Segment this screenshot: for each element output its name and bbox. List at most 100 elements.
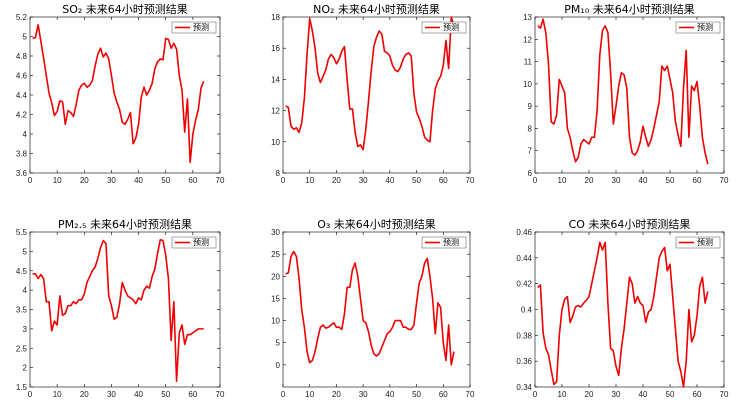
y-tick-label: 4.6 — [16, 72, 28, 81]
legend-box — [675, 236, 721, 249]
series-line-预测 — [537, 241, 709, 388]
y-tick-label: 18 — [271, 13, 280, 22]
x-tick-label: 20 — [80, 390, 89, 399]
chart-title: PM₂.₅ 未来64小时预测结果 — [58, 218, 192, 231]
x-tick-label: 60 — [188, 176, 197, 185]
y-tick-label: 0.42 — [516, 280, 532, 289]
legend: 预测 — [421, 21, 467, 34]
legend-box — [171, 21, 217, 34]
x-tick-label: 10 — [305, 176, 314, 185]
x-tick-label: 40 — [134, 390, 143, 399]
y-tick-label: 20 — [271, 272, 280, 281]
y-tick-label: 1.5 — [16, 383, 28, 392]
x-tick-label: 10 — [558, 390, 567, 399]
x-tick-label: 40 — [134, 176, 143, 185]
legend-box — [675, 21, 721, 34]
series-line-预测 — [285, 16, 455, 151]
y-tick-label: 0.4 — [521, 306, 533, 315]
series-line-预测 — [32, 238, 204, 382]
x-tick-label: 60 — [693, 390, 702, 399]
chart-panel-4: PM₂.₅ 未来64小时预测结果 0 10 20 30 40 50 60 70 1.5 2 2.5 3 3… — [16, 218, 225, 399]
chart-title: O₃ 未来64小时预测结果 — [317, 218, 436, 231]
x-tick-label: 40 — [385, 390, 394, 399]
y-tick-label: 4.4 — [16, 91, 28, 100]
y-tick-label: 7 — [528, 147, 533, 156]
chart-panel-6: CO 未来64小时预测结果 0 10 20 30 40 50 60 70 0.34 0.36 0.38… — [516, 218, 729, 399]
y-tick-label: 5 — [23, 247, 28, 256]
y-tick-label: 16 — [271, 44, 280, 53]
chart-panel-3: PM₁₀ 未来64小时预测结果 0 10 20 30 40 50 60 70 6 7 8 9 10 11 12… — [523, 3, 729, 185]
y-tick-label: 15 — [271, 294, 280, 303]
y-tick-label: 0.46 — [516, 228, 532, 237]
y-tick-label: 4 — [23, 130, 28, 139]
y-tick-label: 3 — [23, 325, 28, 334]
x-tick-label: 10 — [305, 390, 314, 399]
x-tick-label: 70 — [216, 176, 225, 185]
x-tick-label: 30 — [107, 176, 116, 185]
x-tick-label: 0 — [28, 390, 33, 399]
x-tick-label: 40 — [639, 390, 648, 399]
y-tick-label: 5.2 — [16, 13, 28, 22]
legend: 预测 — [675, 236, 721, 249]
y-tick-label: 25 — [271, 250, 280, 259]
y-tick-label: 4.5 — [16, 267, 28, 276]
y-tick-label: 2.5 — [16, 344, 28, 353]
x-tick-label: 0 — [281, 176, 286, 185]
legend: 预测 — [171, 236, 217, 249]
x-tick-label: 50 — [412, 390, 421, 399]
x-tick-label: 20 — [332, 176, 341, 185]
x-tick-label: 0 — [281, 390, 286, 399]
y-tick-label: 9 — [528, 102, 533, 111]
x-tick-label: 10 — [558, 176, 567, 185]
x-tick-label: 20 — [332, 390, 341, 399]
y-tick-label: 3.5 — [16, 306, 28, 315]
x-tick-label: 20 — [585, 390, 594, 399]
y-tick-label: 6 — [528, 169, 533, 178]
x-tick-label: 50 — [666, 176, 675, 185]
y-tick-label: 0.34 — [516, 383, 532, 392]
legend-label: 预测 — [193, 237, 209, 247]
y-tick-label: 10 — [271, 138, 280, 147]
y-tick-label: 3.8 — [16, 150, 28, 159]
y-tick-label: 12 — [271, 107, 280, 116]
legend-label: 预测 — [443, 237, 459, 247]
x-tick-label: 50 — [161, 390, 170, 399]
y-tick-label: 30 — [271, 228, 280, 237]
x-tick-label: 70 — [720, 176, 729, 185]
x-tick-label: 0 — [28, 176, 33, 185]
x-tick-label: 30 — [359, 390, 368, 399]
x-tick-label: 10 — [53, 390, 62, 399]
x-tick-label: 60 — [188, 390, 197, 399]
y-tick-label: 14 — [271, 75, 280, 84]
x-tick-label: 10 — [53, 176, 62, 185]
x-tick-label: 70 — [720, 390, 729, 399]
x-tick-label: 70 — [466, 390, 475, 399]
legend-label: 预测 — [193, 22, 209, 32]
y-tick-label: 5.5 — [16, 228, 28, 237]
x-tick-label: 30 — [612, 390, 621, 399]
y-tick-label: 10 — [523, 80, 532, 89]
y-tick-label: 2 — [23, 364, 28, 373]
legend-label: 预测 — [697, 237, 713, 247]
y-tick-label: 5 — [276, 339, 281, 348]
x-tick-label: 40 — [639, 176, 648, 185]
series-line-预测 — [537, 18, 709, 165]
x-tick-label: 0 — [533, 390, 538, 399]
y-tick-label: 0 — [276, 361, 281, 370]
axes-box — [282, 231, 471, 388]
chart-title: CO 未来64小时预测结果 — [569, 218, 691, 231]
x-tick-label: 50 — [412, 176, 421, 185]
chart-title: PM₁₀ 未来64小时预测结果 — [564, 3, 694, 16]
x-tick-label: 50 — [666, 390, 675, 399]
x-tick-label: 60 — [439, 176, 448, 185]
x-tick-label: 30 — [107, 390, 116, 399]
series-line-预测 — [32, 23, 205, 164]
y-tick-label: 4.2 — [16, 111, 28, 120]
x-tick-label: 70 — [466, 176, 475, 185]
legend-box — [421, 236, 467, 249]
x-tick-label: 30 — [612, 176, 621, 185]
chart-panel-2: NO₂ 未来64小时预测结果 0 10 20 30 40 50 60 70 8 10 12 14 16 18… — [271, 3, 475, 185]
legend-box — [421, 21, 467, 34]
chart-title: NO₂ 未来64小时预测结果 — [313, 3, 440, 16]
y-tick-label: 13 — [523, 13, 532, 22]
